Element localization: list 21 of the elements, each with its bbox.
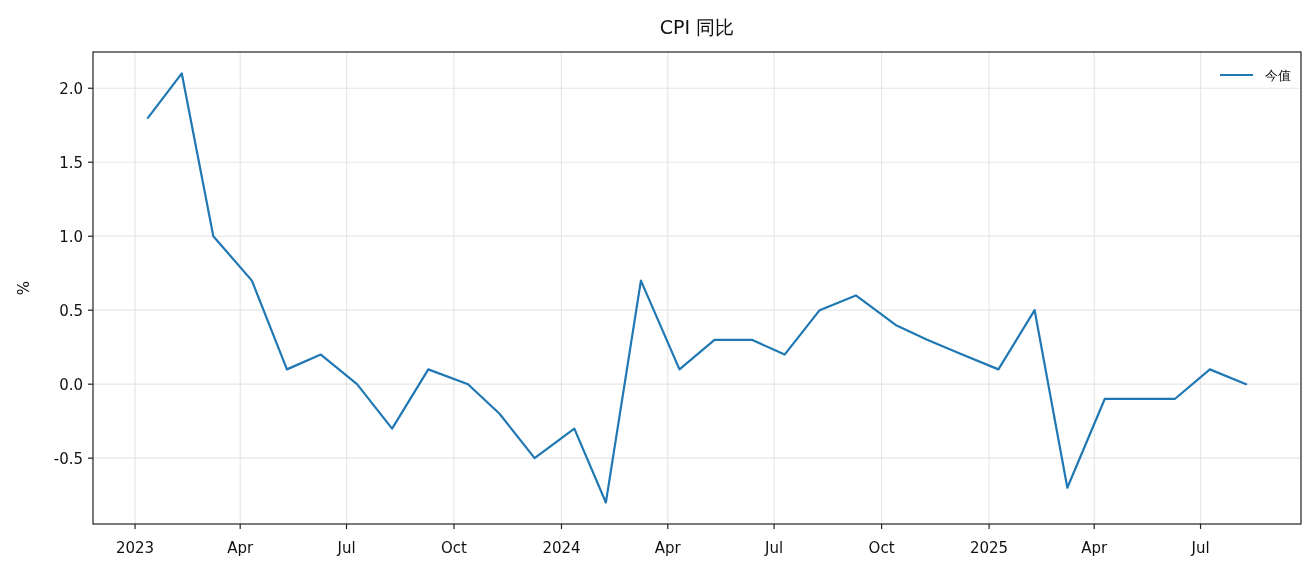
y-tick-label: 0.5 [59, 301, 83, 320]
y-tick-label: 1.5 [59, 153, 83, 172]
x-tick-label: 2023 [115, 539, 155, 557]
y-tick-label: 2.0 [59, 79, 83, 98]
y-tick-label: -0.5 [53, 449, 83, 468]
x-tick-label: Jul [764, 539, 784, 557]
x-tick-label: Apr [227, 539, 255, 557]
x-tick-label: Apr [1081, 539, 1109, 557]
x-tick-label: Apr [654, 539, 682, 557]
x-tick-label: Jul [336, 539, 356, 557]
x-tick-label: 2025 [969, 539, 1009, 557]
chart-title: CPI 同比 [659, 16, 735, 38]
y-tick-label: 1.0 [59, 227, 83, 246]
y-tick-label: 0.0 [59, 375, 83, 394]
legend: 今值 [1220, 67, 1291, 83]
x-tick-label: Oct [441, 539, 468, 557]
x-tick-label: Jul [1190, 539, 1210, 557]
x-tick-label: 2024 [542, 539, 581, 557]
legend-label: 今值 [1265, 67, 1291, 83]
y-axis-title: % [15, 280, 33, 296]
x-tick-label: Oct [868, 539, 895, 557]
